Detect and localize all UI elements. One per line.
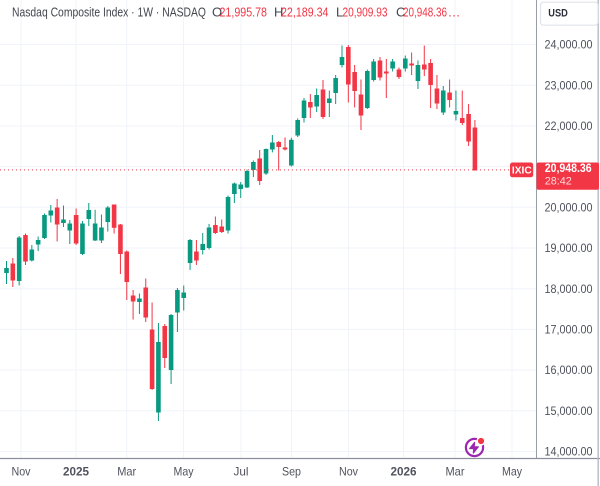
svg-text:22,189.34: 22,189.34 — [281, 5, 329, 20]
svg-text:21,995.78: 21,995.78 — [220, 5, 268, 20]
svg-text:L: L — [336, 5, 343, 20]
svg-text:Nov: Nov — [12, 466, 31, 479]
svg-text:20,948.36: 20,948.36 — [545, 162, 592, 175]
svg-text:24,000.00: 24,000.00 — [545, 39, 593, 52]
svg-text:Sep: Sep — [282, 466, 301, 479]
svg-text:IXIC: IXIC — [512, 165, 532, 176]
svg-text:May: May — [502, 466, 522, 479]
svg-text:…: … — [448, 5, 461, 20]
svg-text:19,000.00: 19,000.00 — [545, 242, 593, 255]
svg-text:Jul: Jul — [234, 466, 249, 479]
svg-text:2025: 2025 — [63, 466, 89, 479]
svg-text:C: C — [396, 5, 405, 20]
svg-text:H: H — [274, 5, 283, 20]
svg-text:14,000.00: 14,000.00 — [545, 446, 593, 459]
svg-text:Nov: Nov — [339, 466, 358, 479]
svg-text:28:42: 28:42 — [545, 176, 572, 188]
svg-text:Nasdaq Composite Index · 1W ·: Nasdaq Composite Index · 1W · NASDAQ — [12, 5, 206, 20]
svg-text:2026: 2026 — [391, 466, 417, 479]
svg-text:23,000.00: 23,000.00 — [545, 79, 593, 92]
svg-text:20,909.93: 20,909.93 — [343, 5, 388, 20]
svg-text:Mar: Mar — [446, 466, 465, 479]
svg-text:17,000.00: 17,000.00 — [545, 324, 593, 337]
svg-text:22,000.00: 22,000.00 — [545, 120, 593, 133]
svg-text:Mar: Mar — [117, 466, 136, 479]
svg-text:USD: USD — [548, 8, 568, 20]
svg-text:O: O — [212, 5, 222, 20]
svg-text:20,000.00: 20,000.00 — [545, 201, 593, 214]
svg-text:16,000.00: 16,000.00 — [545, 364, 593, 377]
svg-text:15,000.00: 15,000.00 — [545, 405, 593, 418]
svg-text:20,948.36: 20,948.36 — [403, 5, 447, 20]
svg-text:May: May — [174, 466, 194, 479]
svg-text:18,000.00: 18,000.00 — [545, 283, 593, 296]
